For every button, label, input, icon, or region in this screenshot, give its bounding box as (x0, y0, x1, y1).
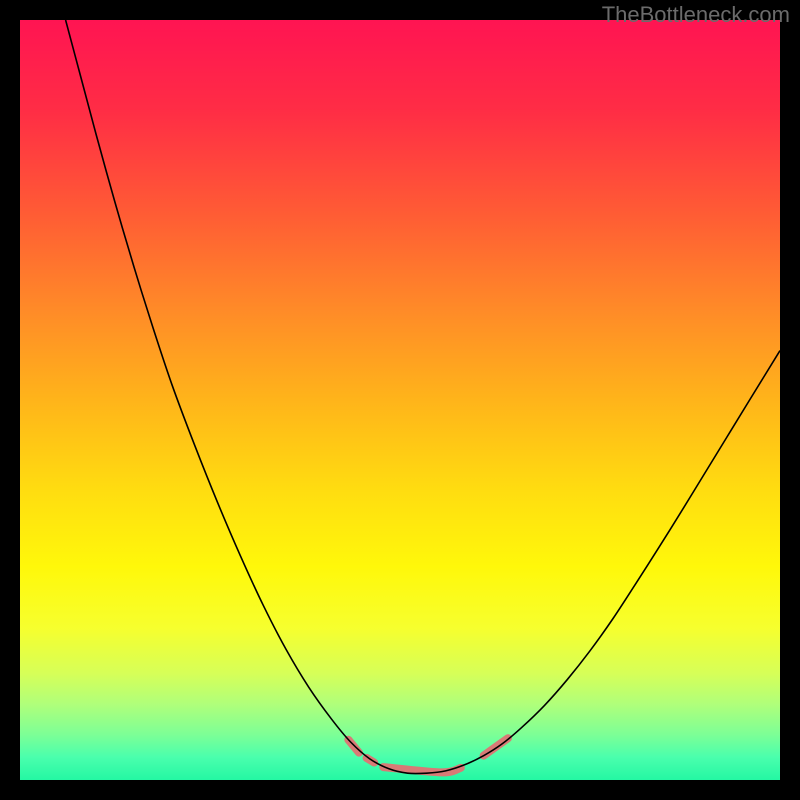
chart-stage: TheBottleneck.com (0, 0, 800, 800)
plot-area (20, 20, 780, 780)
background-gradient (20, 20, 780, 780)
chart-svg (20, 20, 780, 780)
